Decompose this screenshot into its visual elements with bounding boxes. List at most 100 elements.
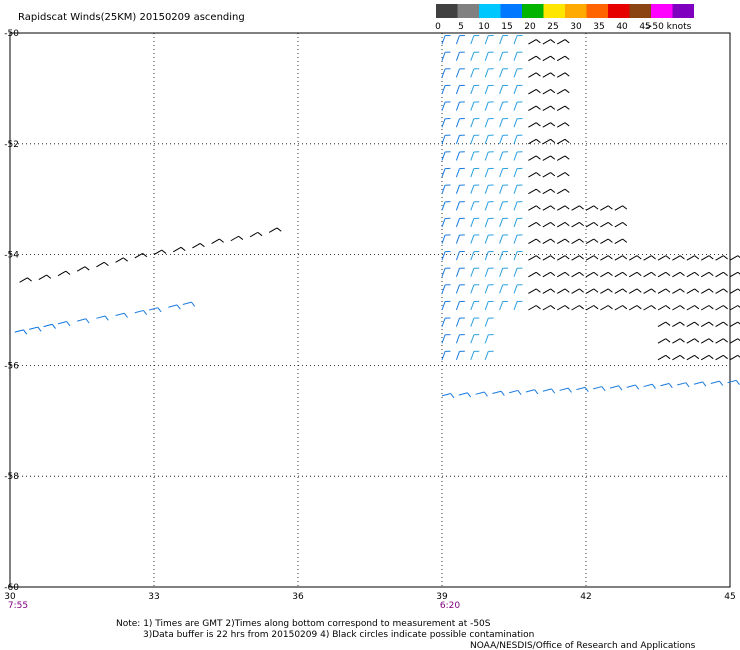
barb-staff xyxy=(672,305,681,311)
barb-staff xyxy=(672,354,681,361)
legend-label: >50 knots xyxy=(645,22,692,32)
barb-staff xyxy=(458,392,468,396)
barb-staff xyxy=(484,85,489,95)
barb-staff xyxy=(628,271,638,278)
barb-staff xyxy=(441,118,446,128)
wind-barb xyxy=(499,300,509,311)
wind-barb xyxy=(614,288,628,294)
wind-barb xyxy=(484,234,494,244)
wind-barb xyxy=(672,271,685,278)
barb-staff xyxy=(528,255,537,261)
y-tick-label: -52 xyxy=(4,140,19,150)
barb-flag xyxy=(488,151,494,153)
barb-flag xyxy=(473,51,480,53)
barb-flag xyxy=(66,321,71,327)
wind-barb xyxy=(628,271,642,278)
barb-flag xyxy=(450,393,455,399)
wind-barb xyxy=(672,255,685,261)
barb-flag xyxy=(488,234,494,236)
barb-staff xyxy=(455,118,460,128)
barb-flag xyxy=(665,255,671,260)
wind-barb xyxy=(686,255,700,261)
wind-barb xyxy=(441,51,451,61)
barb-flag xyxy=(579,205,584,210)
barb-flag xyxy=(488,267,494,269)
barb-staff xyxy=(657,354,667,361)
barb-flag xyxy=(517,251,523,253)
barb-staff xyxy=(528,221,537,228)
wind-barb xyxy=(470,317,480,327)
wind-barb xyxy=(528,155,541,161)
wind-barb xyxy=(499,201,509,211)
x-tick-label: 30 xyxy=(4,592,16,602)
barb-staff xyxy=(693,381,703,385)
barb-flag xyxy=(550,105,556,110)
barb-staff xyxy=(556,305,566,311)
barb-flag xyxy=(622,255,628,260)
wind-barb xyxy=(585,305,599,311)
wind-barb xyxy=(542,89,556,95)
barb-staff xyxy=(657,338,667,344)
barb-flag xyxy=(550,89,556,94)
wind-barb xyxy=(609,385,623,391)
wind-barb xyxy=(585,255,599,261)
barb-flag xyxy=(679,271,685,276)
barb-staff xyxy=(700,305,710,311)
barb-flag xyxy=(161,249,167,254)
barb-staff xyxy=(556,205,566,211)
barb-staff xyxy=(484,35,489,45)
wind-barb xyxy=(470,84,480,95)
barb-staff xyxy=(499,101,504,111)
barb-flag xyxy=(123,312,128,318)
wind-barb xyxy=(542,221,556,228)
barb-staff xyxy=(484,201,489,211)
barb-staff xyxy=(441,135,446,144)
barb-staff xyxy=(729,271,739,278)
wind-barb xyxy=(528,221,541,228)
barb-flag xyxy=(445,334,451,336)
barb-flag xyxy=(459,201,465,203)
barb-flag xyxy=(488,134,494,136)
barb-flag xyxy=(445,234,451,236)
barb-staff xyxy=(455,185,460,194)
barb-flag xyxy=(550,55,556,60)
barb-staff xyxy=(672,271,681,278)
wind-barb xyxy=(600,221,613,228)
barb-staff xyxy=(249,231,259,238)
barb-flag xyxy=(445,184,451,186)
barb-flag xyxy=(473,334,480,336)
wind-barb xyxy=(115,257,128,263)
legend-label: 25 xyxy=(547,22,558,32)
barb-staff xyxy=(470,218,475,228)
barb-flag xyxy=(723,305,728,310)
barb-flag xyxy=(502,101,509,103)
wind-barb xyxy=(686,305,700,311)
barb-staff xyxy=(499,68,504,78)
wind-barb xyxy=(455,167,465,178)
wind-barb xyxy=(513,34,523,45)
barb-staff xyxy=(96,315,106,319)
barb-flag xyxy=(601,386,606,392)
barb-flag xyxy=(607,271,613,276)
barb-staff xyxy=(513,135,518,144)
wind-barb xyxy=(455,334,465,344)
barb-staff xyxy=(149,307,159,311)
x-tick-label: 33 xyxy=(148,592,159,602)
y-tick-label: -56 xyxy=(4,361,19,371)
barb-staff xyxy=(528,271,537,278)
barb-flag xyxy=(502,234,509,236)
barb-staff xyxy=(542,238,551,244)
barb-staff xyxy=(614,305,623,311)
barb-staff xyxy=(542,89,551,95)
barb-staff xyxy=(585,305,595,311)
wind-barb xyxy=(556,39,570,45)
wind-barb xyxy=(729,288,740,294)
barb-flag xyxy=(23,329,28,335)
wind-barb xyxy=(441,251,451,261)
barb-staff xyxy=(556,238,566,244)
barb-flag xyxy=(104,315,109,321)
wind-barb xyxy=(484,134,494,144)
barb-flag xyxy=(694,271,700,276)
barb-staff xyxy=(441,334,446,344)
